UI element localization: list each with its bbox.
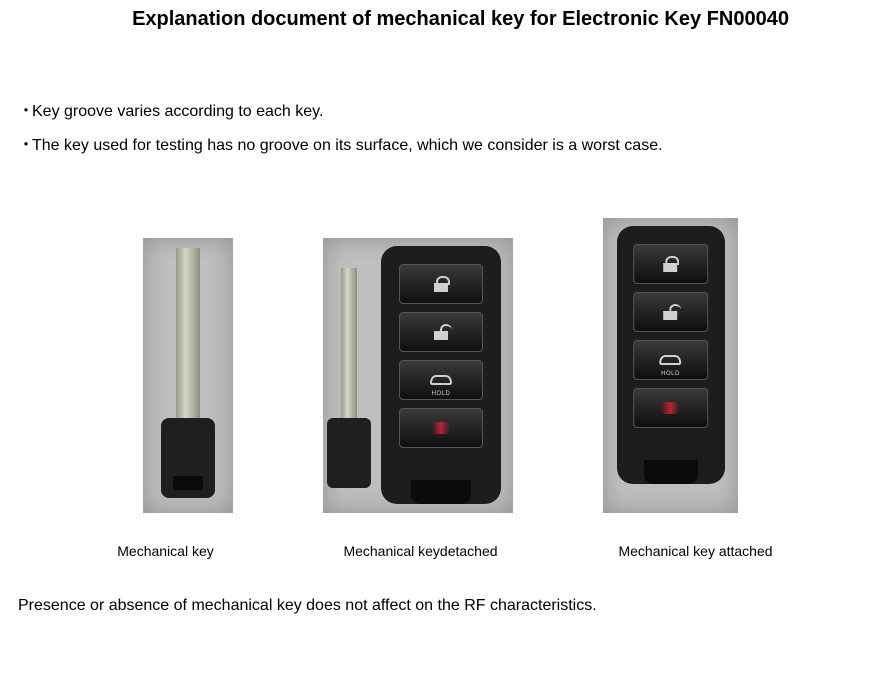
photo-key-detached: HOLD xyxy=(323,238,513,513)
lock-icon xyxy=(664,256,678,272)
unlock-icon xyxy=(434,324,448,340)
fob-trunk-button-icon: HOLD xyxy=(399,360,483,400)
fob-unlock-button-icon xyxy=(633,292,709,332)
footer-statement: Presence or absence of mechanical key do… xyxy=(18,597,863,615)
figure-key-attached: HOLD xyxy=(603,218,738,513)
photo-mechanical-key xyxy=(143,238,233,513)
fob-button-column: HOLD xyxy=(399,264,483,448)
photo-key-attached: HOLD xyxy=(603,218,738,513)
key-slot-icon xyxy=(173,476,203,490)
caption-row: Mechanical key Mechanical keydetached Me… xyxy=(48,543,833,559)
fob-unlock-button-icon xyxy=(399,312,483,352)
bullet-dot-icon: ・ xyxy=(18,135,32,157)
fob-lock-button-icon xyxy=(633,244,709,284)
alarm-icon xyxy=(662,402,680,414)
bullet-text: The key used for testing has no groove o… xyxy=(32,137,663,154)
bullet-list: ・Key groove varies according to each key… xyxy=(18,101,863,158)
mini-key-handle-icon xyxy=(327,418,371,488)
figure-row: HOLD HOLD xyxy=(18,218,863,513)
fob-alarm-button-icon xyxy=(633,388,709,428)
fob-bottom-icon xyxy=(644,460,698,484)
key-fob-icon: HOLD xyxy=(381,246,501,504)
document-page: Explanation document of mechanical key f… xyxy=(0,0,881,696)
fob-trunk-button-icon: HOLD xyxy=(633,340,709,380)
trunk-icon xyxy=(660,355,682,365)
lock-icon xyxy=(434,276,448,292)
figure-key-detached: HOLD xyxy=(323,238,513,513)
key-fob-icon: HOLD xyxy=(617,226,725,484)
caption-mechanical-key: Mechanical key xyxy=(76,543,256,559)
key-blade-icon xyxy=(176,248,200,418)
caption-key-attached: Mechanical key attached xyxy=(586,543,806,559)
bullet-item: ・The key used for testing has no groove … xyxy=(18,135,863,157)
bullet-text: Key groove varies according to each key. xyxy=(32,103,323,120)
hold-label: HOLD xyxy=(432,391,451,397)
fob-button-column: HOLD xyxy=(633,244,709,428)
caption-key-detached: Mechanical keydetached xyxy=(311,543,531,559)
fob-alarm-button-icon xyxy=(399,408,483,448)
fob-lock-button-icon xyxy=(399,264,483,304)
alarm-icon xyxy=(432,422,450,434)
unlock-icon xyxy=(664,304,678,320)
mini-key-blade-icon xyxy=(341,268,357,418)
trunk-icon xyxy=(430,375,452,385)
bullet-dot-icon: ・ xyxy=(18,101,32,123)
page-title: Explanation document of mechanical key f… xyxy=(18,8,863,31)
figure-mechanical-key xyxy=(143,238,233,513)
hold-label: HOLD xyxy=(661,371,680,377)
fob-bottom-icon xyxy=(411,480,471,504)
bullet-item: ・Key groove varies according to each key… xyxy=(18,101,863,123)
